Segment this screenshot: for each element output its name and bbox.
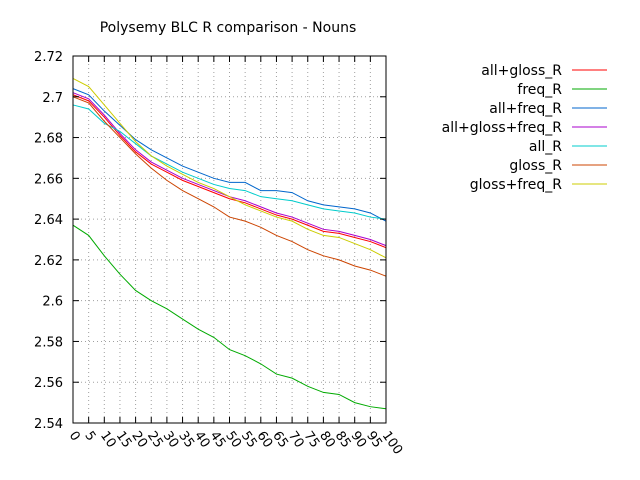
series-line-gloss-r [72,96,387,277]
legend-label-gloss-r: gloss_R [509,158,562,174]
series-line-all-r [72,104,387,220]
y-axis: 2.54 2.56 2.58 2.6 2.62 2.64 2.66 2.68 2.7 2.72 [34,50,386,432]
y-tick-label: 2.62 [34,254,63,269]
legend-label-gloss-freq-r: gloss+freq_R [470,177,563,193]
series-line-freq-r [72,224,387,410]
grid [73,56,386,423]
series-line-gloss-freq-r [72,77,387,259]
legend: all+gloss_R freq_R all+freq_R all+gloss+fre… [442,63,607,193]
y-tick-label: 2.64 [34,213,63,228]
legend-label-freq-r: freq_R [517,82,562,98]
legend-label-all-freq-r: all+freq_R [489,101,562,117]
legend-label-all-gloss-freq-r: all+gloss+freq_R [442,120,563,136]
legend-label-all-gloss-r: all+gloss_R [481,63,562,79]
y-tick-label: 2.66 [34,172,63,187]
y-tick-label: 2.54 [34,417,63,432]
y-tick-label: 2.68 [34,132,63,147]
plot-frame [72,55,387,424]
series-line-all-gloss-r [72,94,387,249]
chart-title: Polysemy BLC R comparison - Nouns [100,20,357,36]
series-line-all-gloss-freq-r [72,92,387,247]
x-tick-label: 5 [81,429,98,444]
y-tick-label: 2.56 [34,376,63,391]
x-tick-label: 0 [66,429,83,444]
y-tick-label: 2.72 [34,50,63,65]
series-lines [72,77,387,410]
y-tick-label: 2.6 [42,295,63,310]
y-tick-label: 2.58 [34,335,63,350]
y-tick-label: 2.7 [42,91,63,106]
legend-label-all-r: all_R [529,139,562,155]
